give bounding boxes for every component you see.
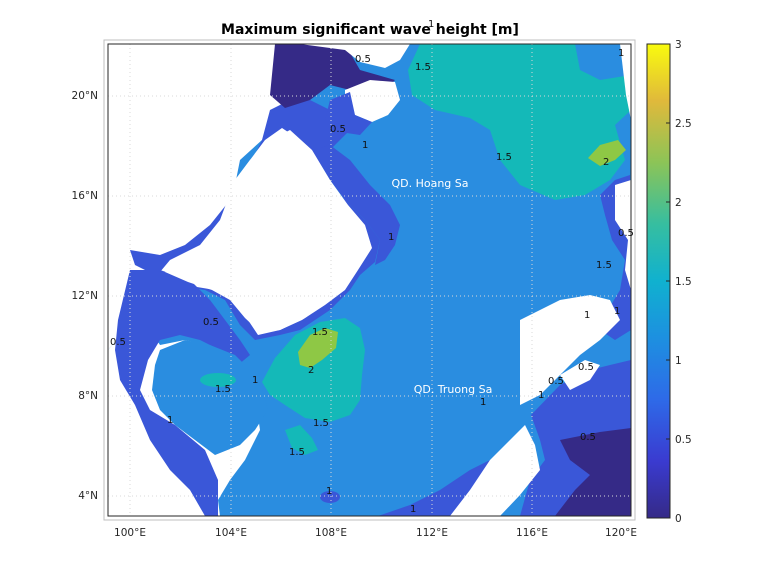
colorbar: 3 2.5 2 1.5 1 0.5 0: [646, 39, 692, 525]
lon-tick-label: 120°E: [605, 527, 637, 539]
contour-label: 1.5: [313, 418, 329, 429]
contour-label: 1.5: [312, 327, 328, 338]
gulf-high-wave-patch: [200, 373, 236, 387]
contour-label: 0.5: [618, 228, 634, 239]
hainan-south-band: [325, 92, 372, 135]
land-luzon-north: [620, 44, 631, 120]
land-vietnam-interior: [165, 130, 372, 332]
peak-zone-south: [298, 328, 338, 368]
lon-tick-label: 112°E: [416, 527, 448, 539]
contour-label: 0.5: [110, 337, 126, 348]
contour-label: 1.5: [415, 62, 431, 73]
lat-tick-label: 20°N: [72, 90, 98, 102]
colorbar-tick-marks: [666, 43, 670, 519]
chart-title: Maximum significant wave height [m]: [221, 22, 519, 38]
contour-label: 2: [308, 365, 314, 376]
contour-label: 1: [584, 310, 590, 321]
south-calm-patch: [320, 491, 340, 503]
place-label-spratly: QD. Truong Sa: [414, 383, 493, 396]
lon-tick-label: 108°E: [315, 527, 347, 539]
contour-label: 1: [167, 415, 173, 426]
contour-label: 1: [538, 390, 544, 401]
contour-label: 1.5: [496, 152, 512, 163]
contour-label: 1: [326, 486, 332, 497]
lat-tick-label: 16°N: [72, 190, 98, 202]
sulu-sea-calm: [555, 428, 631, 516]
land-palawan-area: [520, 295, 620, 405]
contour-labels: 1.5 1 1 0.5 0.5 1 1.5 2 1 1.5 0.5 0.5 0.…: [110, 19, 634, 515]
contour-label: 1: [362, 140, 368, 151]
colorbar-tick-label: 1: [675, 355, 682, 367]
contour-label: 1: [480, 397, 486, 408]
contour-label: 0.5: [578, 362, 594, 373]
contour-label: 0.5: [203, 317, 219, 328]
place-label-paracel: QD. Hoang Sa: [391, 177, 468, 190]
lon-tick-label: 104°E: [215, 527, 247, 539]
colorbar-tick-label: 0.5: [675, 434, 692, 446]
gulf-of-thailand-band: [115, 270, 250, 516]
colorbar-tick-label: 0: [675, 513, 682, 525]
lon-tick-label: 100°E: [114, 527, 146, 539]
contour-label: 1: [428, 19, 434, 30]
land-luzon: [615, 180, 631, 290]
colorbar-tick-label: 3: [675, 39, 682, 51]
contour-label: 0.5: [580, 432, 596, 443]
contour-label: 1: [252, 375, 258, 386]
peak-zone-east: [588, 140, 626, 166]
contour-label: 0.5: [330, 124, 346, 135]
land-china-coast: [300, 44, 410, 68]
southern-high-wave-zone: [262, 318, 365, 422]
contour-label: 1.5: [215, 384, 231, 395]
contour-label: 1.5: [596, 260, 612, 271]
northern-high-wave-zone: [408, 44, 631, 200]
contour-label: 1: [410, 504, 416, 515]
contour-label: 1: [614, 306, 620, 317]
land-hainan: [345, 80, 400, 122]
lon-ticks: 100°E 104°E 108°E 112°E 116°E 120°E: [114, 527, 637, 539]
contour-label: 1: [388, 232, 394, 243]
luzon-strait-mid: [575, 44, 631, 80]
lat-tick-label: 4°N: [78, 490, 98, 502]
borneo-coastal-band: [378, 460, 490, 516]
contour-label: 1: [618, 48, 624, 59]
land-cagayan: [560, 360, 600, 390]
colorbar-tick-label: 2.5: [675, 118, 692, 130]
map-outer-frame: [103, 39, 636, 521]
colorbar-tick-label: 1.5: [675, 276, 692, 288]
lat-ticks: 20°N 16°N 12°N 8°N 4°N: [72, 90, 98, 502]
lat-tick-label: 8°N: [78, 390, 98, 402]
graticule: [108, 44, 631, 516]
lon-tick-label: 116°E: [516, 527, 548, 539]
colorbar-tick-label: 2: [675, 197, 682, 209]
map-frame: [107, 43, 632, 517]
contour-label: 0.5: [548, 376, 564, 387]
contour-label: 1.5: [289, 447, 305, 458]
map-area: [108, 44, 631, 516]
gulf-of-thailand-mid: [152, 340, 268, 455]
vietnam-central-coastal-band: [312, 145, 400, 265]
contour-label: 0.5: [355, 54, 371, 65]
south-high-wave-patch: [285, 425, 318, 455]
contour-label: 2: [603, 157, 609, 168]
lat-tick-label: 12°N: [72, 290, 98, 302]
